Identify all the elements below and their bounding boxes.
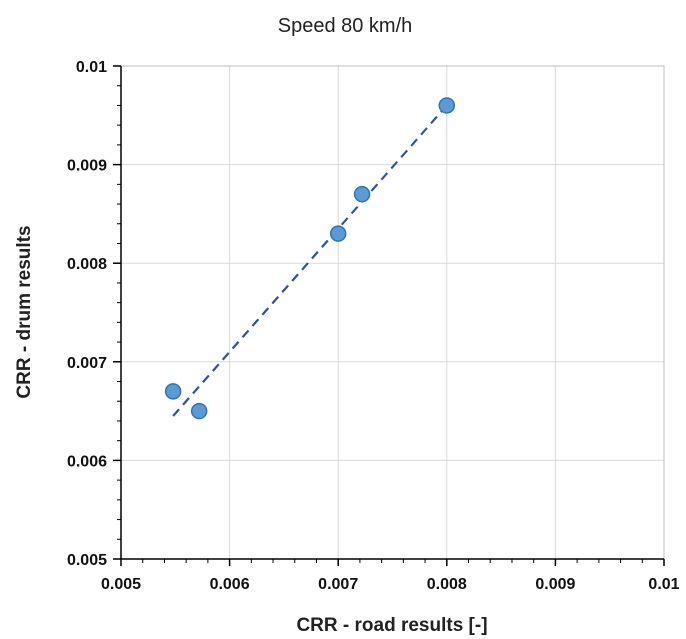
x-axis-label: CRR - road results [-]: [296, 615, 487, 636]
y-tick-label: 0.005: [67, 552, 107, 569]
grid-lines: [121, 65, 665, 559]
axis-ticks: [113, 65, 665, 566]
x-tick-label: 0.005: [101, 576, 141, 593]
x-tick-label: 0.008: [427, 576, 467, 593]
y-tick-label: 0.006: [67, 453, 107, 470]
tick-labels: 0.005 0.006 0.007 0.008 0.009 0.01 0.005 0.006 0…: [67, 59, 680, 593]
data-point: [164, 383, 182, 400]
x-tick-label: 0.01: [648, 576, 679, 593]
data-points: [164, 97, 456, 420]
y-tick-label: 0.009: [67, 158, 107, 175]
x-tick-label: 0.009: [535, 576, 575, 593]
y-tick-label: 0.008: [67, 256, 107, 273]
data-point: [190, 402, 208, 420]
y-tick-label: 0.007: [67, 355, 107, 372]
y-tick-label: 0.01: [76, 59, 107, 76]
plot-area: [120, 65, 665, 560]
chart-title: Speed 80 km/h: [278, 15, 413, 37]
data-point: [353, 185, 371, 203]
data-point: [329, 225, 347, 242]
x-tick-label: 0.007: [318, 576, 358, 593]
data-point: [438, 97, 456, 114]
trendline: [172, 104, 448, 417]
y-axis-label: CRR - drum results: [14, 225, 35, 398]
trendline-layer: [172, 104, 448, 417]
x-tick-label: 0.006: [210, 576, 250, 593]
